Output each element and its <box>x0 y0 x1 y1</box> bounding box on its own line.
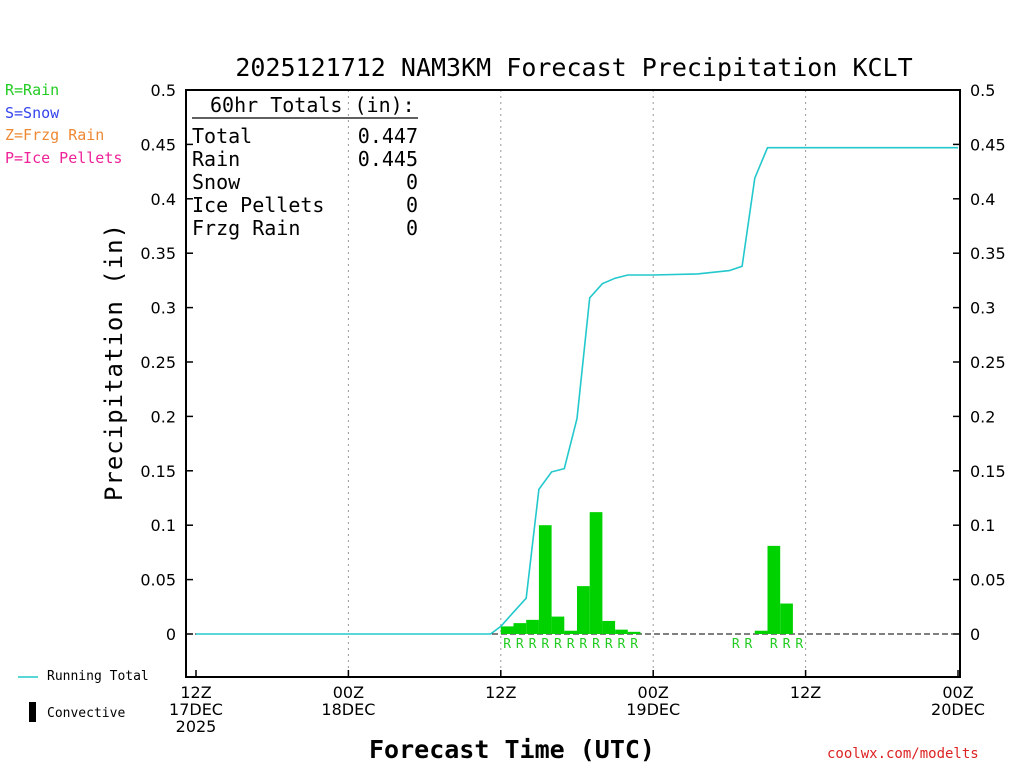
xtick-label: 19DEC <box>626 700 680 719</box>
precip-bar <box>767 545 781 634</box>
ytick-label-left: 0.5 <box>151 81 176 100</box>
totals-row-value: 0 <box>406 216 418 240</box>
precip-bar <box>538 525 552 634</box>
xtick-label: 18DEC <box>321 700 375 719</box>
ytick-label-left: 0.2 <box>151 407 176 426</box>
grid-lines <box>347 90 807 677</box>
precip-bar <box>780 603 793 634</box>
ptype-marker: R <box>732 637 740 652</box>
precip-bar <box>602 620 616 634</box>
running-total-line <box>196 146 958 635</box>
x-axis-label: Forecast Time (UTC) <box>369 735 655 764</box>
ytick-label-right: 0.2 <box>970 407 995 426</box>
credit-label: coolwx.com/modelts <box>827 746 979 762</box>
precip-bar <box>564 630 577 634</box>
xtick-label: 17DEC <box>169 700 223 719</box>
totals-row-label: Snow <box>192 170 241 194</box>
ptype-marker: R <box>783 637 791 652</box>
xtick-label: 20DEC <box>931 700 985 719</box>
ptype-marker: R <box>541 637 549 652</box>
ytick-label-right: 0.45 <box>970 135 1006 154</box>
precip-bar <box>589 512 603 634</box>
ptype-legend-item: P=Ice Pellets <box>5 148 123 167</box>
totals-row-value: 0 <box>406 193 418 217</box>
xtick-label: 00Z <box>638 683 669 702</box>
running-total-legend: Running Total <box>47 669 149 684</box>
precip-bar <box>500 626 514 634</box>
ptype-marker: R <box>516 637 524 652</box>
precip-bar <box>551 616 565 634</box>
precip-bar <box>754 630 768 634</box>
plot-frame <box>185 89 961 678</box>
precip-bar <box>627 631 641 634</box>
ptype-marker: R <box>745 637 753 652</box>
ytick-label-right: 0.05 <box>970 571 1006 590</box>
convective-legend-swatch <box>29 702 36 722</box>
totals-row-value: 0.447 <box>358 124 418 148</box>
ytick-label-left: 0.25 <box>140 353 176 372</box>
ptype-marker: R <box>630 637 638 652</box>
xtick-label: 2025 <box>176 717 217 736</box>
ytick-label-left: 0 <box>166 625 176 644</box>
y-ticks: 0 00.05 0.050.1 0.10.15 0.150.2 0.20.25 0.250.… <box>140 81 1005 644</box>
bar-series <box>500 512 793 634</box>
totals-row-label: Ice Pellets <box>192 193 324 217</box>
xtick-label: 00Z <box>942 683 973 702</box>
ptype-legend-item: S=Snow <box>5 103 60 122</box>
running-total-series <box>196 146 958 635</box>
ptype-legend-item: R=Rain <box>5 81 60 99</box>
ptype-marker: R <box>567 637 575 652</box>
totals-box: 60hr Totals (in): Total 0.447 Rain 0.445 Snow… <box>192 93 418 240</box>
precip-bar <box>526 619 539 634</box>
totals-heading: 60hr Totals (in): <box>210 93 415 117</box>
precip-bar <box>513 623 527 634</box>
ytick-label-left: 0.45 <box>140 135 176 154</box>
ytick-label-right: 0.4 <box>970 190 995 209</box>
ytick-label-right: 0.3 <box>970 299 995 318</box>
ptype-marker: R <box>579 637 587 652</box>
ytick-label-right: 0.35 <box>970 244 1006 263</box>
ptype-marker: R <box>592 637 600 652</box>
ytick-label-left: 0.35 <box>140 244 176 263</box>
credit-text: coolwx.com/modelts <box>827 746 979 762</box>
y-axis-label: Precipitation (in) <box>100 223 128 501</box>
ptype-marker: R <box>529 637 537 652</box>
ptype-marker: R <box>795 637 803 652</box>
ptype-legend-item: Z=Frzg Rain <box>5 126 105 144</box>
ytick-label-left: 0.3 <box>151 299 176 318</box>
totals-row-value: 0.445 <box>358 147 418 171</box>
totals-row-label: Rain <box>192 147 240 171</box>
ptype-marker: R <box>503 637 511 652</box>
ytick-label-right: 0.5 <box>970 81 995 100</box>
ytick-label-left: 0.1 <box>151 516 176 535</box>
ptype-marker: R <box>770 637 778 652</box>
totals-row-label: Total <box>192 124 252 148</box>
xtick-label: 00Z <box>333 683 364 702</box>
xtick-label: 12Z <box>180 683 211 702</box>
totals-row-label: Frzg Rain <box>192 216 300 240</box>
ytick-label-left: 0.4 <box>151 190 176 209</box>
ytick-label-left: 0.05 <box>140 571 176 590</box>
totals-row-value: 0 <box>406 170 418 194</box>
ytick-label-right: 0.25 <box>970 353 1006 372</box>
ytick-label-left: 0.15 <box>140 462 176 481</box>
ytick-label-right: 0 <box>970 625 980 644</box>
ytick-label-right: 0.1 <box>970 516 995 535</box>
xtick-label: 12Z <box>485 683 516 702</box>
ptype-marker: R <box>618 637 626 652</box>
ptype-marker: R <box>605 637 613 652</box>
xtick-label: 12Z <box>790 683 821 702</box>
chart-title: 2025121712 NAM3KM Forecast Precipitation… <box>235 53 912 82</box>
running-total-legend-label: Running Total <box>47 669 149 684</box>
ytick-label-right: 0.15 <box>970 462 1006 481</box>
ptype-legend: R=Rain S=Snow Z=Frzg Rain P=Ice Pellets <box>5 79 122 169</box>
ptype-marker: R <box>554 637 562 652</box>
precip-bar <box>615 629 628 634</box>
convective-legend: Convective <box>47 706 125 721</box>
convective-legend-label: Convective <box>47 706 126 721</box>
precip-bar <box>577 586 590 634</box>
